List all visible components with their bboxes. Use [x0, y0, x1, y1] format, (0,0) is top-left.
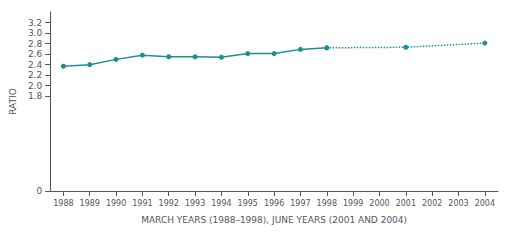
svg-text:1990: 1990 — [106, 199, 126, 208]
svg-text:2.4: 2.4 — [28, 60, 43, 70]
svg-text:0: 0 — [36, 186, 42, 196]
svg-text:1992: 1992 — [159, 199, 179, 208]
svg-text:1996: 1996 — [264, 199, 284, 208]
svg-text:1999: 1999 — [343, 199, 363, 208]
svg-text:2003: 2003 — [448, 199, 468, 208]
svg-text:1994: 1994 — [211, 199, 231, 208]
svg-text:1995: 1995 — [238, 199, 258, 208]
svg-text:MARCH YEARS (1988–1998), JUNE: MARCH YEARS (1988–1998), JUNE YEARS (200… — [141, 215, 407, 225]
svg-text:2.0: 2.0 — [28, 81, 43, 91]
svg-text:2004: 2004 — [475, 199, 495, 208]
svg-text:1997: 1997 — [290, 199, 310, 208]
svg-text:2002: 2002 — [422, 199, 442, 208]
svg-text:RATIO: RATIO — [8, 88, 18, 115]
svg-text:1991: 1991 — [132, 199, 152, 208]
svg-text:2.8: 2.8 — [28, 39, 43, 49]
svg-text:1.8: 1.8 — [28, 91, 43, 101]
svg-text:1998: 1998 — [317, 199, 337, 208]
svg-text:1988: 1988 — [53, 199, 73, 208]
svg-text:3.2: 3.2 — [28, 18, 42, 28]
svg-text:2.2: 2.2 — [28, 70, 42, 80]
svg-text:1993: 1993 — [185, 199, 205, 208]
svg-text:2000: 2000 — [369, 199, 389, 208]
svg-text:1989: 1989 — [80, 199, 100, 208]
svg-text:2001: 2001 — [396, 199, 416, 208]
svg-text:2.6: 2.6 — [28, 49, 43, 59]
svg-text:3.0: 3.0 — [28, 28, 43, 38]
